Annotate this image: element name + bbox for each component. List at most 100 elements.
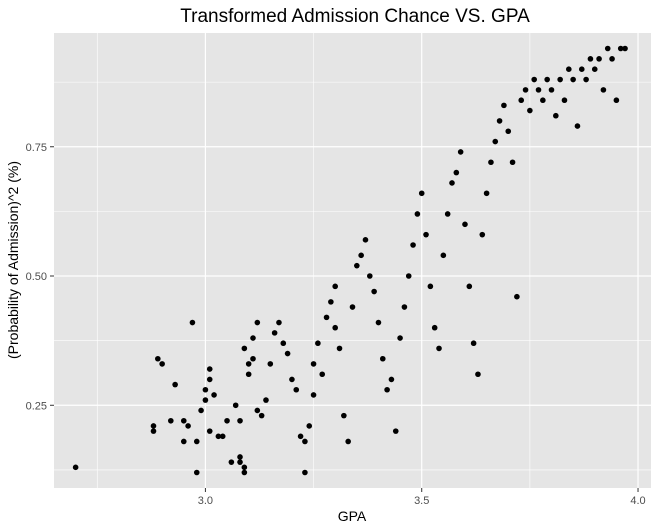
data-point: [514, 293, 520, 300]
data-point: [583, 76, 589, 83]
data-point: [531, 76, 537, 83]
data-point: [193, 438, 200, 445]
data-point: [466, 283, 473, 290]
data-point: [180, 438, 187, 445]
data-point: [496, 118, 503, 124]
data-point: [462, 221, 468, 228]
data-point: [410, 242, 416, 248]
data-point: [198, 407, 204, 414]
data-point: [553, 112, 559, 119]
y-tick-label: 0.75: [26, 142, 47, 154]
data-point: [159, 361, 165, 367]
data-point: [591, 66, 598, 72]
data-point: [297, 433, 304, 440]
data-point: [358, 252, 364, 259]
x-tick-label: 4.0: [630, 495, 645, 507]
data-point: [250, 355, 256, 362]
data-point: [535, 87, 542, 93]
data-point: [219, 433, 226, 440]
data-point: [237, 459, 243, 465]
data-point: [388, 376, 395, 383]
x-tick-label: 3.0: [198, 495, 213, 507]
data-point: [384, 386, 390, 393]
data-point: [180, 417, 187, 424]
data-point: [237, 454, 243, 460]
data-point: [440, 252, 447, 259]
data-point: [414, 211, 421, 217]
data-point: [345, 438, 351, 445]
data-point: [423, 231, 429, 238]
data-point: [492, 138, 499, 145]
chart-title: Transformed Admission Chance VS. GPA: [180, 6, 530, 27]
data-point: [341, 412, 347, 419]
y-tick-label: 0.25: [26, 400, 47, 412]
data-point: [332, 283, 338, 290]
data-point: [622, 45, 628, 52]
data-point: [241, 464, 248, 471]
data-point: [185, 423, 191, 429]
data-point: [436, 345, 442, 352]
data-point: [600, 87, 607, 93]
data-point: [488, 159, 494, 166]
data-point: [72, 464, 79, 471]
data-point: [206, 428, 213, 434]
data-point: [475, 371, 481, 378]
y-axis-ticks: 0.25 0.50 0.75: [26, 142, 54, 412]
data-point: [224, 417, 230, 424]
data-point: [401, 304, 408, 310]
data-point: [522, 87, 529, 93]
data-point: [596, 56, 602, 62]
data-point: [609, 56, 615, 62]
data-point: [245, 361, 252, 367]
data-point: [540, 97, 546, 104]
data-point: [276, 319, 282, 326]
data-point: [319, 371, 326, 378]
data-point: [241, 469, 248, 476]
data-point: [267, 361, 274, 367]
data-point: [613, 97, 620, 104]
data-point: [293, 386, 300, 393]
data-point: [315, 340, 321, 347]
data-point: [254, 319, 261, 326]
data-point: [453, 169, 460, 176]
major-gridlines: [54, 33, 651, 488]
data-point: [449, 180, 455, 186]
data-point: [397, 335, 403, 341]
data-point: [570, 76, 576, 83]
data-point: [349, 304, 356, 310]
data-point: [604, 45, 611, 52]
data-point: [284, 350, 291, 357]
x-tick-label: 3.5: [414, 495, 429, 507]
data-point: [392, 428, 399, 434]
data-point: [206, 366, 213, 372]
data-point: [405, 273, 412, 279]
data-point: [332, 324, 338, 331]
data-point: [548, 87, 555, 93]
data-point: [587, 56, 594, 62]
data-point: [617, 45, 624, 52]
data-point: [483, 190, 490, 197]
data-point: [263, 397, 269, 403]
data-point: [367, 273, 373, 279]
x-axis-ticks: 3.0 3.5 4.0: [198, 488, 646, 507]
y-tick-label: 0.50: [26, 271, 47, 283]
x-axis-title: GPA: [338, 508, 367, 524]
data-point: [150, 423, 157, 429]
data-point: [427, 283, 434, 290]
plot-panel: [54, 33, 651, 488]
data-point: [561, 97, 568, 104]
data-point: [310, 392, 317, 398]
data-point: [168, 417, 174, 424]
data-point: [470, 340, 477, 347]
data-point: [431, 324, 438, 331]
data-point: [375, 319, 382, 326]
data-point: [211, 392, 217, 398]
data-point: [150, 428, 157, 434]
data-point: [155, 355, 161, 362]
data-point: [289, 376, 295, 383]
data-point: [501, 102, 507, 109]
data-point: [527, 107, 533, 114]
data-point: [362, 237, 369, 243]
data-point: [371, 288, 377, 295]
